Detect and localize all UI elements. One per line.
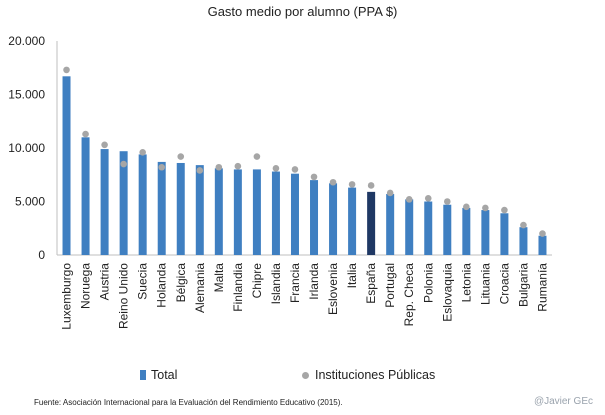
- bar-total: [329, 183, 338, 255]
- chart-title: Gasto medio por alumno (PPA $): [207, 4, 398, 19]
- bar-total: [100, 149, 109, 255]
- x-tick-label: Eslovenia: [326, 263, 340, 315]
- dot-publicas: [520, 221, 527, 229]
- source-note: Fuente: Asociación Internacional para la…: [34, 398, 343, 407]
- dot-publicas: [310, 173, 318, 181]
- x-tick-label: Rumanía: [535, 263, 549, 312]
- dot-publicas: [120, 160, 127, 168]
- dot-publicas: [443, 198, 451, 205]
- bar-total: [271, 171, 280, 255]
- bar-total: [462, 207, 471, 255]
- x-tick-label: Bulgaria: [516, 263, 530, 307]
- x-tick-label: Polonia: [421, 263, 435, 303]
- bar-total: [252, 169, 261, 255]
- bar-total: [500, 213, 509, 255]
- x-tick-label: Portugal: [383, 263, 397, 308]
- dot-publicas: [539, 230, 546, 237]
- x-tick-label: Noruega: [79, 263, 93, 309]
- bar-total: [290, 173, 299, 255]
- x-tick-label: Lituania: [478, 263, 492, 305]
- x-tick-label: Letonia: [459, 263, 473, 303]
- legend-swatch-total: [140, 370, 146, 380]
- x-tick-label: Austria: [98, 263, 112, 301]
- dot-publicas: [177, 153, 185, 160]
- bar-total: [138, 154, 147, 255]
- dot-publicas: [215, 163, 223, 171]
- x-tick-label: Chipre: [250, 263, 264, 299]
- x-tick-label: Croacia: [497, 263, 511, 305]
- dot-publicas: [158, 163, 166, 171]
- bar-total: [424, 201, 433, 255]
- bar-total: [176, 162, 185, 255]
- bar-total: [62, 76, 71, 255]
- x-tick-label: Holanda: [155, 263, 169, 308]
- dot-publicas: [63, 66, 70, 74]
- dot-publicas: [501, 206, 508, 214]
- x-tick-label: Finlandia: [231, 263, 245, 312]
- y-tick-label: 0: [38, 248, 45, 262]
- x-tick-label: Alemania: [193, 263, 207, 313]
- x-tick-label: Islandia: [269, 263, 283, 305]
- bar-total: [157, 161, 166, 255]
- bar-total: [348, 187, 357, 255]
- legend-swatch-publicas: [302, 371, 309, 379]
- x-tick-label: Eslovaquia: [440, 263, 454, 322]
- x-tick-label: Luxemburgo: [60, 263, 74, 330]
- x-tick-label: Suecia: [136, 263, 150, 300]
- legend-label-total: Total: [151, 368, 178, 382]
- bar-total: [443, 204, 452, 255]
- legend-item-total: Total: [140, 368, 177, 382]
- dot-publicas: [234, 162, 242, 170]
- x-tick-label: Reino Unido: [117, 263, 131, 329]
- bar-total: [405, 199, 414, 255]
- bar-total: [233, 169, 242, 255]
- bar-total: [481, 210, 490, 255]
- x-tick-label: Irlanda: [307, 263, 321, 300]
- dot-publicas: [196, 167, 204, 174]
- x-tick-label: Rep. Checa: [402, 263, 416, 327]
- bar-total: [195, 165, 204, 255]
- bar-total: [519, 227, 528, 255]
- author-credit: @Javier GEc: [533, 396, 593, 407]
- dot-publicas: [82, 130, 89, 138]
- dot-publicas: [386, 189, 394, 197]
- x-tick-label: España: [364, 263, 378, 304]
- dot-publicas: [367, 182, 375, 189]
- dot-publicas: [463, 203, 470, 211]
- bar-total: [81, 137, 90, 255]
- bar-total: [538, 235, 547, 255]
- legend-item-publicas: Instituciones Públicas: [302, 368, 435, 382]
- x-tick-label: Italia: [345, 263, 359, 289]
- dot-publicas: [329, 178, 337, 186]
- dot-publicas: [482, 204, 489, 212]
- x-tick-label: Malta: [212, 263, 226, 293]
- y-tick-label: 10.000: [8, 141, 45, 155]
- dot-publicas: [272, 165, 280, 172]
- bar-total: [119, 151, 128, 255]
- y-tick-label: 15.000: [8, 88, 45, 102]
- dot-publicas: [139, 148, 146, 156]
- dot-publicas: [253, 153, 261, 160]
- dot-publicas: [405, 196, 413, 203]
- bar-total: [386, 194, 395, 255]
- x-tick-label: Francia: [288, 263, 302, 303]
- bar-total: [367, 191, 376, 255]
- y-tick-label: 20.000: [8, 34, 45, 48]
- legend-label-publicas: Instituciones Públicas: [315, 368, 436, 382]
- dot-publicas: [424, 194, 432, 202]
- y-tick-label: 5.000: [15, 195, 45, 209]
- dot-publicas: [101, 141, 108, 149]
- bar-total: [310, 180, 319, 255]
- x-tick-label: Bélgica: [174, 263, 188, 303]
- bar-total: [214, 168, 223, 255]
- dot-publicas: [291, 166, 299, 173]
- dot-publicas: [348, 181, 356, 188]
